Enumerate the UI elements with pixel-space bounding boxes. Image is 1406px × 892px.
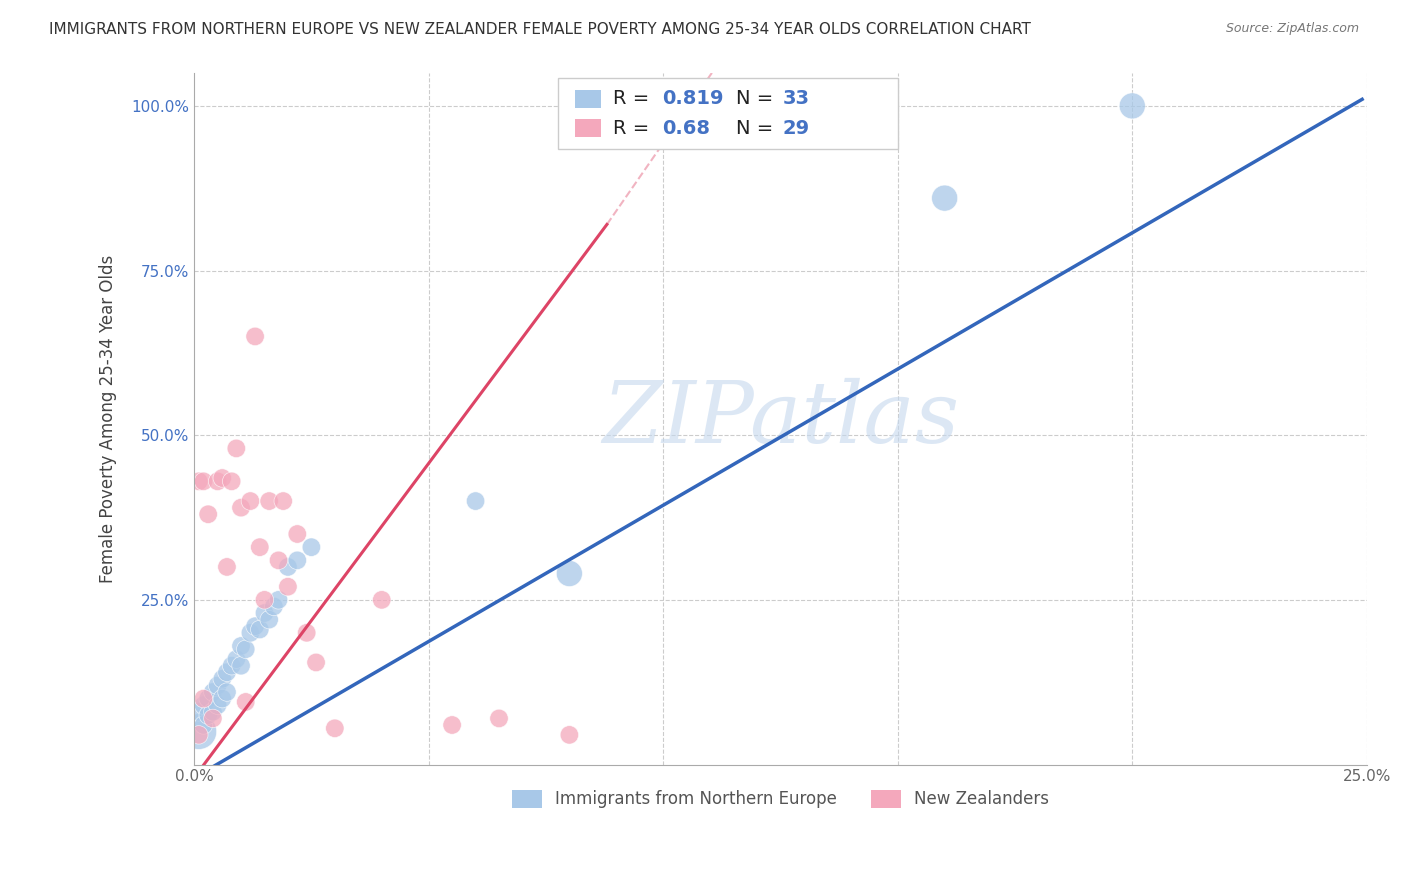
Point xyxy=(225,652,247,666)
Point xyxy=(295,625,318,640)
Point xyxy=(221,658,243,673)
Point xyxy=(221,475,243,489)
Point xyxy=(277,580,299,594)
Point xyxy=(243,619,266,633)
Point xyxy=(235,695,257,709)
Point xyxy=(201,705,224,719)
FancyBboxPatch shape xyxy=(575,90,600,108)
Point xyxy=(193,691,215,706)
Point xyxy=(558,728,581,742)
Point xyxy=(187,475,209,489)
Point xyxy=(267,553,290,567)
Point xyxy=(257,613,280,627)
Point xyxy=(488,711,510,725)
Point xyxy=(193,718,215,732)
Text: N =: N = xyxy=(735,119,779,137)
Point xyxy=(263,599,285,614)
Text: 29: 29 xyxy=(783,119,810,137)
Point xyxy=(201,711,224,725)
Text: ZIPatlas: ZIPatlas xyxy=(602,377,959,460)
Point xyxy=(193,698,215,713)
Point xyxy=(558,566,581,581)
Point xyxy=(229,500,252,515)
Text: N =: N = xyxy=(735,89,779,108)
Point xyxy=(277,560,299,574)
Point xyxy=(249,623,271,637)
Point xyxy=(285,527,308,541)
Point xyxy=(249,540,271,554)
Point xyxy=(253,606,276,620)
Point xyxy=(305,656,328,670)
Point xyxy=(253,592,276,607)
Point xyxy=(207,698,229,713)
Point xyxy=(441,718,464,732)
Point xyxy=(207,475,229,489)
Point xyxy=(371,592,394,607)
Text: IMMIGRANTS FROM NORTHERN EUROPE VS NEW ZEALANDER FEMALE POVERTY AMONG 25-34 YEAR: IMMIGRANTS FROM NORTHERN EUROPE VS NEW Z… xyxy=(49,22,1031,37)
Point xyxy=(235,642,257,657)
Point xyxy=(197,691,219,706)
Point xyxy=(201,685,224,699)
Legend: Immigrants from Northern Europe, New Zealanders: Immigrants from Northern Europe, New Zea… xyxy=(505,783,1056,815)
Point xyxy=(215,665,238,680)
Text: 0.819: 0.819 xyxy=(662,89,724,108)
Point xyxy=(1121,99,1143,113)
FancyBboxPatch shape xyxy=(575,120,600,137)
Point xyxy=(197,708,219,723)
Point xyxy=(464,494,486,508)
Y-axis label: Female Poverty Among 25-34 Year Olds: Female Poverty Among 25-34 Year Olds xyxy=(100,254,117,582)
Point xyxy=(285,553,308,567)
Point xyxy=(211,471,233,485)
Text: 0.68: 0.68 xyxy=(662,119,710,137)
Point xyxy=(211,691,233,706)
Text: Source: ZipAtlas.com: Source: ZipAtlas.com xyxy=(1226,22,1360,36)
Point xyxy=(267,592,290,607)
Point xyxy=(229,639,252,653)
Point xyxy=(239,494,262,508)
Point xyxy=(934,191,956,205)
Point xyxy=(211,672,233,686)
Point xyxy=(187,705,209,719)
Point xyxy=(271,494,294,508)
Point xyxy=(323,721,346,735)
Point xyxy=(299,540,322,554)
Point xyxy=(187,724,209,739)
FancyBboxPatch shape xyxy=(558,78,898,149)
Point xyxy=(215,685,238,699)
Point xyxy=(193,475,215,489)
Text: R =: R = xyxy=(613,119,655,137)
Text: R =: R = xyxy=(613,89,655,108)
Point xyxy=(239,625,262,640)
Point xyxy=(229,658,252,673)
Text: 33: 33 xyxy=(783,89,810,108)
Point xyxy=(207,678,229,692)
Point xyxy=(257,494,280,508)
Point xyxy=(243,329,266,343)
Point xyxy=(215,560,238,574)
Point xyxy=(197,508,219,522)
Point xyxy=(225,442,247,456)
Point xyxy=(187,728,209,742)
